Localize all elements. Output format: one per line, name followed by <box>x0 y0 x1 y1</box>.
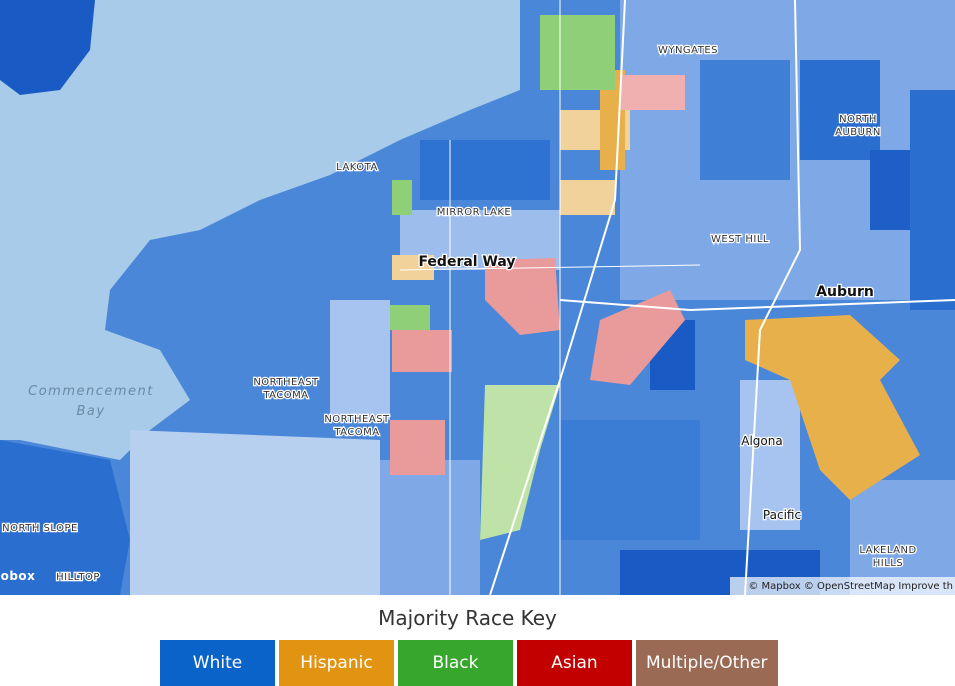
legend-item: Black <box>398 640 513 686</box>
place-label: HILLTOP <box>56 572 100 583</box>
map: WYNGATES NORTH AUBURN LAKOTA MIRROR LAKE WEST… <box>0 0 955 595</box>
legend-item: Hispanic <box>279 640 394 686</box>
black-area <box>392 180 412 215</box>
block <box>850 480 955 595</box>
land <box>0 440 130 595</box>
block <box>420 140 550 200</box>
legend-title: Majority Race Key <box>378 606 557 630</box>
place-label: NORTH SLOPE <box>2 523 78 534</box>
block <box>560 420 700 540</box>
block <box>800 60 880 160</box>
roads <box>399 0 955 595</box>
attribution: © Mapbox © OpenStreetMap Improve th <box>748 581 953 592</box>
place-label: TACOMA <box>262 390 308 401</box>
asian-area <box>390 420 445 475</box>
black-area <box>480 385 560 540</box>
asian-area <box>620 75 685 110</box>
place-label: NORTHEAST <box>324 414 390 425</box>
hispanic-area <box>392 255 434 280</box>
road <box>559 299 955 312</box>
black-area <box>390 305 430 330</box>
place-label: NORTH <box>839 114 877 125</box>
legend-item: Multiple/Other <box>636 640 778 686</box>
place-label: Auburn <box>816 284 874 300</box>
place-label: WYNGATES <box>658 45 718 56</box>
asian-area <box>392 330 452 372</box>
block <box>330 300 390 420</box>
block <box>910 90 955 310</box>
attribution-bg <box>730 577 955 595</box>
asian-area <box>590 290 685 385</box>
port <box>130 430 380 595</box>
place-label: LAKELAND <box>859 545 916 556</box>
hispanic-area <box>560 180 615 215</box>
place-label: NORTHEAST <box>253 377 319 388</box>
place-label: Algona <box>741 434 782 448</box>
black-area <box>540 15 615 90</box>
legend-item: White <box>160 640 275 686</box>
block <box>700 60 790 180</box>
place-label: Commencement <box>28 384 154 399</box>
place-label: TACOMA <box>333 427 379 438</box>
majority-areas <box>390 15 920 540</box>
place-label: MIRROR LAKE <box>437 207 512 218</box>
road <box>489 0 626 595</box>
place-label: HILLS <box>873 558 903 569</box>
place-label: obox <box>1 569 36 583</box>
block <box>380 460 480 595</box>
place-label: Pacific <box>763 508 801 522</box>
asian-area <box>485 258 560 335</box>
place-label: AUBURN <box>835 127 881 138</box>
legend-item: Asian <box>517 640 632 686</box>
water <box>0 0 520 460</box>
blocks <box>330 0 955 595</box>
island <box>0 0 95 95</box>
legend: White Hispanic Black Asian Multiple/Other <box>160 640 778 686</box>
place-label: WEST HILL <box>711 234 769 245</box>
hispanic-area <box>745 315 920 500</box>
place-label: Bay <box>76 404 105 419</box>
place-label: Federal Way <box>418 254 515 270</box>
place-label: LAKOTA <box>336 162 378 173</box>
road <box>744 0 802 595</box>
